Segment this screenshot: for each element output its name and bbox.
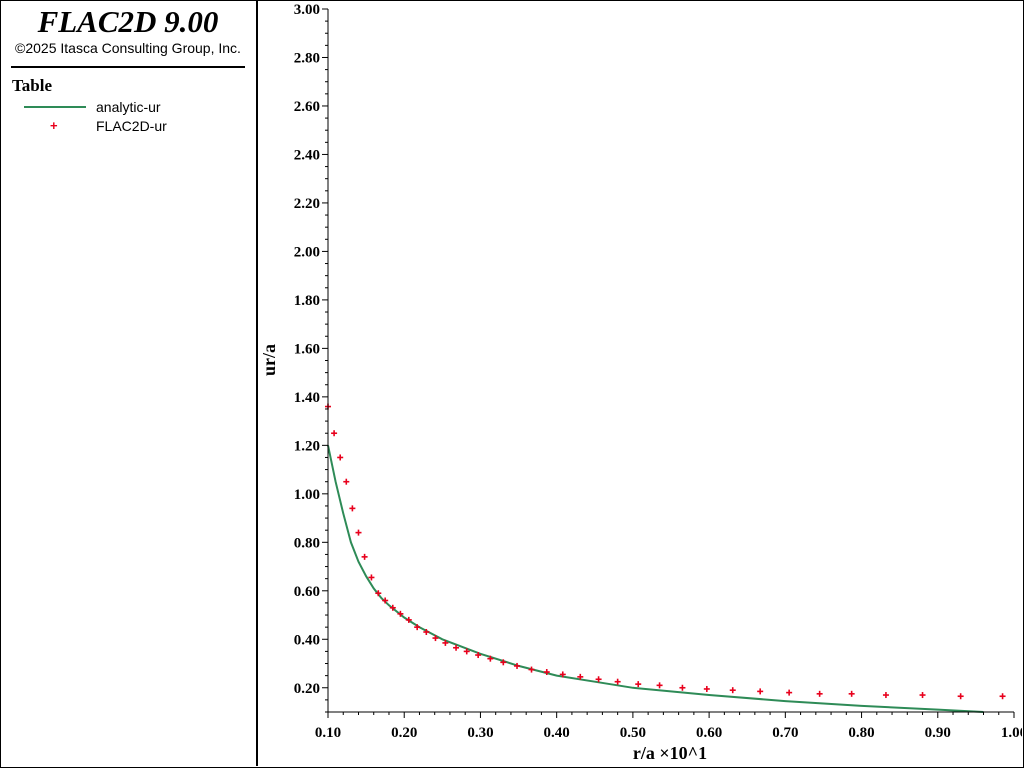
data-point-flac2d-ur bbox=[397, 610, 404, 617]
x-tick-label: 0.10 bbox=[315, 725, 341, 741]
data-point-flac2d-ur bbox=[337, 454, 344, 461]
data-point-flac2d-ur bbox=[442, 639, 449, 646]
y-axis: 0.20 0.40 0.60 0.80 1.00 1.20 1.40 1.60 1.80 2.00… bbox=[294, 2, 329, 713]
y-tick-label: 1.20 bbox=[294, 438, 320, 454]
plus-marker-icon: + bbox=[50, 118, 58, 133]
x-tick-label: 0.20 bbox=[391, 725, 417, 741]
data-point-flac2d-ur bbox=[355, 529, 362, 536]
y-tick-label: 2.40 bbox=[294, 147, 320, 163]
y-tick-label: 2.00 bbox=[294, 244, 320, 260]
y-tick-label: 2.60 bbox=[294, 99, 320, 115]
data-point-flac2d-ur bbox=[368, 574, 375, 581]
series-line-analytic-ur bbox=[327, 445, 984, 713]
data-point-flac2d-ur bbox=[487, 655, 494, 662]
data-point-flac2d-ur bbox=[331, 430, 338, 437]
data-point-flac2d-ur bbox=[595, 676, 602, 683]
data-point-flac2d-ur bbox=[414, 624, 421, 631]
data-point-flac2d-ur bbox=[423, 629, 430, 636]
y-tick-label: 1.00 bbox=[294, 487, 320, 503]
data-point-flac2d-ur bbox=[614, 678, 621, 685]
legend-divider bbox=[11, 66, 245, 68]
y-tick-label: 1.40 bbox=[294, 390, 320, 406]
x-tick-label: 0.30 bbox=[467, 725, 493, 741]
x-tick-label: 0.80 bbox=[848, 725, 874, 741]
data-point-flac2d-ur bbox=[999, 693, 1006, 700]
plot-area bbox=[325, 403, 1006, 713]
data-point-flac2d-ur bbox=[361, 553, 368, 560]
x-tick-label: 0.90 bbox=[925, 725, 951, 741]
data-point-flac2d-ur bbox=[786, 689, 793, 696]
data-point-flac2d-ur bbox=[514, 662, 521, 669]
data-point-flac2d-ur bbox=[577, 673, 584, 680]
line-swatch-icon bbox=[24, 106, 86, 108]
x-tick-label: 0.60 bbox=[696, 725, 722, 741]
data-point-flac2d-ur bbox=[343, 478, 350, 485]
data-point-flac2d-ur bbox=[432, 635, 439, 642]
y-tick-label: 0.40 bbox=[294, 632, 320, 648]
y-tick-label: 0.80 bbox=[294, 535, 320, 551]
y-tick-label: 0.20 bbox=[294, 681, 320, 697]
data-point-flac2d-ur bbox=[729, 687, 736, 694]
data-point-flac2d-ur bbox=[543, 669, 550, 676]
data-point-flac2d-ur bbox=[703, 685, 710, 692]
data-point-flac2d-ur bbox=[816, 690, 823, 697]
legend-title: Table bbox=[12, 76, 53, 95]
data-point-flac2d-ur bbox=[475, 652, 482, 659]
data-point-flac2d-ur bbox=[957, 693, 964, 700]
data-point-flac2d-ur bbox=[375, 590, 382, 597]
data-point-flac2d-ur bbox=[919, 692, 926, 699]
legend-label: FLAC2D-ur bbox=[96, 118, 167, 134]
legend-item-flac2d[interactable]: + FLAC2D-ur bbox=[24, 117, 244, 135]
data-point-flac2d-ur bbox=[528, 666, 535, 673]
y-tick-label: 1.80 bbox=[294, 293, 320, 309]
copyright-text: ©2025 Itasca Consulting Group, Inc. bbox=[15, 40, 241, 56]
app-title: FLAC2D 9.00 bbox=[37, 4, 219, 39]
data-point-flac2d-ur bbox=[500, 659, 507, 666]
data-point-flac2d-ur bbox=[656, 682, 663, 689]
data-point-flac2d-ur bbox=[349, 505, 356, 512]
data-point-flac2d-ur bbox=[635, 681, 642, 688]
x-tick-label: 0.70 bbox=[772, 725, 798, 741]
data-point-flac2d-ur bbox=[382, 597, 389, 604]
x-tick-label: 0.50 bbox=[620, 725, 646, 741]
chart[interactable]: 0.20 0.40 0.60 0.80 1.00 1.20 1.40 1.60 1.80 2.00… bbox=[258, 0, 1022, 766]
x-tick-label: 1.00 bbox=[1001, 725, 1022, 741]
data-point-flac2d-ur bbox=[559, 671, 566, 678]
data-point-flac2d-ur bbox=[463, 648, 470, 655]
legend-item-analytic[interactable]: analytic-ur bbox=[24, 98, 244, 116]
x-tick-label: 0.40 bbox=[544, 725, 570, 741]
legend-label: analytic-ur bbox=[96, 99, 161, 115]
data-point-flac2d-ur bbox=[679, 684, 686, 691]
x-axis: 0.10 0.20 0.30 0.40 0.50 0.60 0.70 0.80 0.90 1.00 bbox=[315, 711, 1022, 741]
y-tick-label: 2.20 bbox=[294, 196, 320, 212]
y-tick-label: 3.00 bbox=[294, 2, 320, 18]
y-tick-label: 2.80 bbox=[294, 50, 320, 66]
data-point-flac2d-ur bbox=[848, 690, 855, 697]
data-point-flac2d-ur bbox=[389, 604, 396, 611]
y-tick-label: 0.60 bbox=[294, 584, 320, 600]
data-point-flac2d-ur bbox=[453, 644, 460, 651]
x-axis-label: r/a ×10^1 bbox=[633, 743, 707, 763]
legend-panel: FLAC2D 9.00 ©2025 Itasca Consulting Grou… bbox=[0, 0, 258, 766]
data-point-flac2d-ur bbox=[882, 692, 889, 699]
data-point-flac2d-ur bbox=[757, 688, 764, 695]
y-tick-label: 1.60 bbox=[294, 341, 320, 357]
y-axis-label: ur/a bbox=[259, 344, 279, 376]
data-point-flac2d-ur bbox=[405, 616, 412, 623]
